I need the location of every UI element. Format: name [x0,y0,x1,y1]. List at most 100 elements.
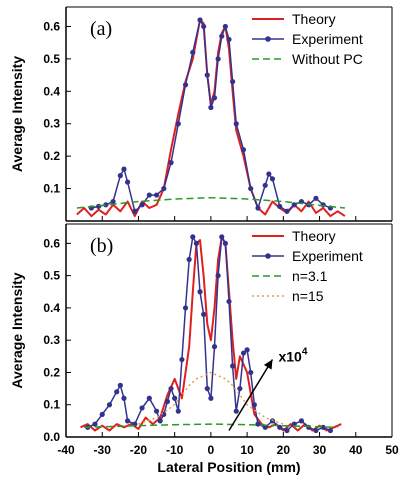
x-tick-label: 0 [208,443,215,457]
legend-entry: Without PC [292,51,363,67]
y-tick-label: 0.6 [43,19,60,33]
data-point [237,385,243,392]
chart-panel-b: 0.0 0.1 0.2 0.3 0.4 0.5 0.6 -40 -30 -20 -10 0 10 20 30… [9,223,399,475]
data-point [251,402,257,408]
data-point [222,23,228,30]
data-point [161,185,167,192]
data-point [172,395,178,401]
data-point [110,198,116,205]
data-point [226,298,232,305]
data-point [157,418,163,424]
data-point [219,234,225,240]
data-point [313,427,319,434]
data-point [197,289,203,295]
y-tick-label: 0.3 [43,117,60,131]
data-point [269,176,276,182]
data-point [168,385,174,392]
x-tick-label: -10 [166,443,184,457]
data-point [277,203,283,210]
legend-entry: Theory [292,11,336,27]
data-point [284,427,290,434]
data-point [226,36,232,43]
data-point [124,179,131,185]
legend-marker [265,253,271,259]
legend-entry: n=15 [292,288,324,304]
data-point [211,344,218,350]
data-point [240,350,247,356]
legend-marker [265,36,271,42]
data-point [179,356,185,363]
legend-entry: Experiment [292,248,363,264]
data-point [211,95,218,101]
data-point [124,418,131,424]
chart-panel-a: 0.1 0.2 0.3 0.4 0.5 0.6 Average Intensity (a) Th… [9,6,393,222]
y-tick-label: 0.5 [43,52,60,66]
data-point [139,405,145,411]
data-point [146,395,152,401]
series-line-theory [80,235,342,432]
data-point [103,202,109,208]
data-point [186,256,192,263]
data-point [204,385,210,392]
y-tick-label: 0.5 [43,269,60,283]
data-point [244,347,250,353]
data-point [248,185,254,192]
data-point [121,395,127,401]
x-tick-label: -40 [57,443,75,457]
data-point [284,208,290,214]
legend-entry: Experiment [292,31,363,47]
x-tick-label: 40 [349,443,363,457]
data-point [190,234,196,240]
data-point [117,382,123,388]
data-point [230,78,236,85]
data-point [215,56,221,62]
data-point [240,147,247,153]
data-point [313,195,319,201]
data-point [132,208,138,214]
data-point [114,389,120,395]
data-point [201,311,207,317]
data-point [233,408,239,414]
data-point [146,192,152,198]
x-tick-label: 20 [277,443,291,457]
legend-entry: n=3.1 [292,268,328,284]
data-point [233,121,239,127]
y-tick-label: 0.1 [43,398,60,412]
data-point [248,369,254,376]
data-point [222,240,228,246]
data-point [99,411,105,418]
y-tick-label: 0.4 [43,84,60,98]
data-point [208,104,214,111]
data-point [175,408,181,414]
data-point [139,202,145,208]
series-line-n-3-1 [84,423,338,429]
data-point [92,421,98,427]
data-point [197,17,203,23]
data-point [164,398,171,405]
y-tick-label: 0.3 [43,333,60,347]
data-point [182,305,189,311]
data-point [190,49,196,55]
panel-label: (b) [90,235,113,257]
data-point [327,427,334,434]
y-tick-label: 0.6 [43,236,60,250]
y-tick-label: 0.1 [43,182,60,196]
data-point [262,424,268,430]
y-axis-label: Average Intensity [9,56,25,172]
data-point [219,33,225,39]
y-tick-label: 0.2 [43,365,60,379]
data-point [153,192,160,198]
y-tick-label: 0.4 [43,301,60,315]
data-point [96,203,102,210]
x-tick-label: 10 [240,443,254,457]
y-tick-label: 0.2 [43,149,60,163]
data-point [168,160,174,166]
x-tick-label: 30 [313,443,327,457]
data-point [215,273,221,279]
data-point [255,205,261,211]
data-point [230,363,236,369]
data-point [106,402,113,408]
data-point [298,418,305,424]
data-point [306,424,312,430]
